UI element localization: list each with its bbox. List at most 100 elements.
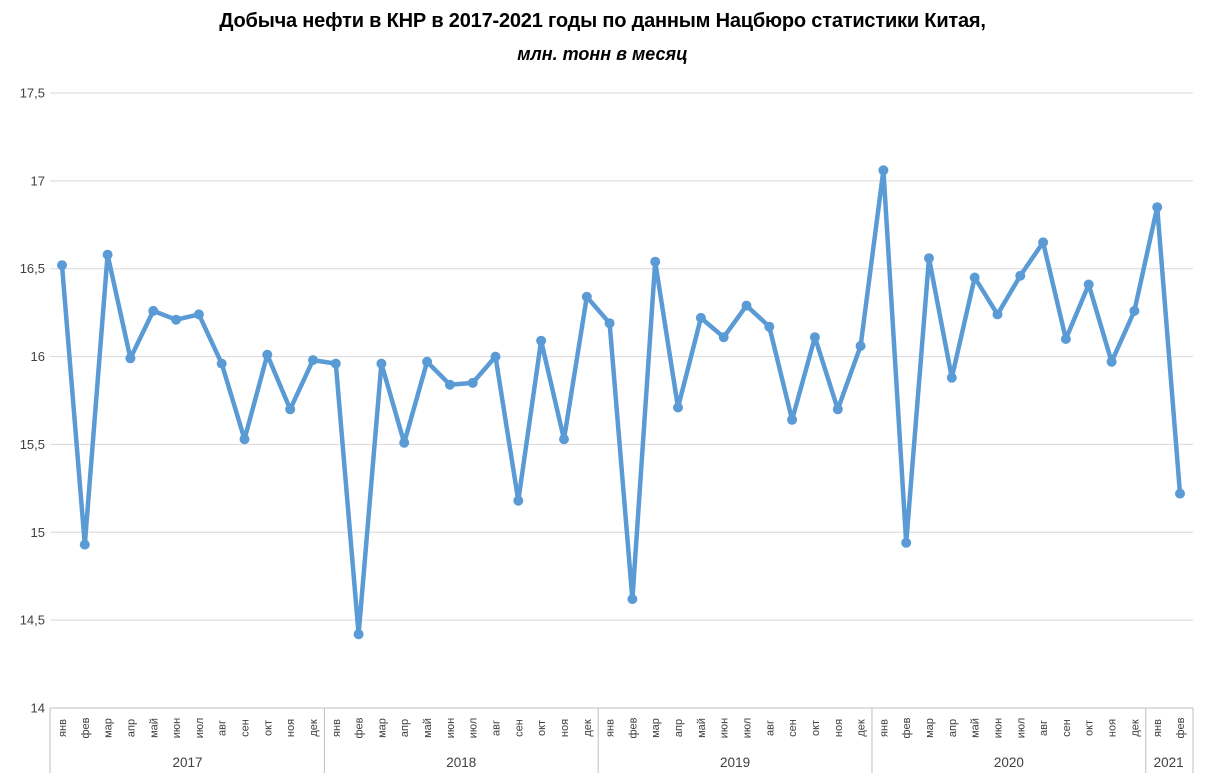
month-tick-label: фев bbox=[901, 717, 913, 738]
year-label: 2018 bbox=[446, 755, 476, 770]
month-tick-label: ноя bbox=[559, 719, 571, 737]
month-tick-label: апр bbox=[399, 719, 411, 737]
series-line bbox=[59, 168, 1183, 637]
month-tick-label: апр bbox=[125, 719, 137, 737]
data-point-marker bbox=[581, 291, 592, 302]
month-tick-label: июн bbox=[171, 718, 183, 738]
data-point-marker bbox=[216, 358, 227, 369]
month-tick-label: авг bbox=[1038, 720, 1050, 736]
data-point-marker bbox=[79, 539, 90, 550]
month-tick-label: ноя bbox=[285, 719, 297, 737]
month-tick-label: июн bbox=[992, 718, 1004, 738]
data-point-marker bbox=[239, 434, 250, 445]
data-point-marker bbox=[490, 351, 501, 362]
data-point-marker bbox=[809, 332, 820, 343]
month-tick-label: апр bbox=[673, 719, 685, 737]
data-point-marker bbox=[992, 309, 1003, 320]
year-label: 2020 bbox=[994, 755, 1024, 770]
data-point-marker bbox=[673, 402, 683, 413]
data-point-marker bbox=[741, 300, 752, 311]
month-tick-label: авг bbox=[764, 720, 776, 736]
month-tick-label: мар bbox=[376, 718, 388, 738]
chart-subtitle: млн. тонн в месяц bbox=[517, 44, 688, 64]
data-point-marker bbox=[1015, 270, 1026, 281]
data-point-marker bbox=[513, 495, 524, 506]
month-tick-label: июл bbox=[741, 718, 753, 739]
month-tick-label: июл bbox=[194, 718, 206, 739]
month-tick-label: сен bbox=[240, 719, 252, 737]
data-point-marker bbox=[1152, 202, 1163, 213]
data-point-marker bbox=[627, 594, 638, 605]
month-tick-label: янв bbox=[605, 719, 617, 737]
data-point-marker bbox=[650, 256, 661, 267]
month-tick-label: апр bbox=[947, 719, 959, 737]
month-tick-label: май bbox=[422, 718, 434, 738]
chart-title: Добыча нефти в КНР в 2017-2021 годы по д… bbox=[219, 10, 986, 32]
month-tick-label: янв bbox=[1152, 719, 1164, 737]
month-tick-label: окт bbox=[262, 720, 274, 736]
data-point-marker bbox=[262, 349, 273, 360]
month-tick-label: дек bbox=[1129, 719, 1141, 737]
month-tick-label: дек bbox=[308, 719, 320, 737]
month-tick-label: окт bbox=[1084, 720, 1096, 736]
data-point-marker bbox=[924, 253, 934, 264]
month-tick-label: мар bbox=[650, 718, 662, 738]
data-point-marker bbox=[855, 341, 866, 351]
data-point-marker bbox=[718, 332, 729, 343]
month-tick-label: мар bbox=[924, 718, 936, 738]
data-point-marker bbox=[125, 353, 136, 364]
data-point-marker bbox=[787, 414, 798, 425]
data-point-marker bbox=[102, 249, 113, 260]
data-point-marker bbox=[57, 260, 67, 271]
data-point-marker bbox=[376, 358, 387, 369]
year-label: 2017 bbox=[172, 755, 202, 770]
data-point-marker bbox=[171, 314, 182, 325]
month-tick-label: янв bbox=[878, 719, 890, 737]
data-point-marker bbox=[969, 272, 980, 283]
data-point-marker bbox=[878, 165, 889, 176]
y-tick-label: 16,5 bbox=[20, 261, 45, 276]
month-tick-label: фев bbox=[354, 717, 366, 738]
data-point-marker bbox=[467, 377, 478, 388]
data-point-marker bbox=[193, 309, 204, 320]
data-point-marker bbox=[764, 321, 775, 332]
month-tick-label: дек bbox=[582, 719, 594, 737]
month-tick-label: май bbox=[696, 718, 708, 738]
data-point-marker bbox=[1175, 488, 1185, 499]
month-tick-label: фев bbox=[627, 717, 639, 738]
data-point-marker bbox=[536, 335, 547, 346]
month-tick-label: мар bbox=[103, 718, 115, 738]
data-point-marker bbox=[1129, 305, 1140, 316]
y-tick-label: 14 bbox=[31, 701, 45, 716]
month-tick-label: фев bbox=[1175, 717, 1187, 738]
month-tick-label: окт bbox=[810, 720, 822, 736]
data-point-marker bbox=[1083, 279, 1094, 290]
month-tick-label: июл bbox=[1015, 718, 1027, 739]
month-tick-label: дек bbox=[856, 719, 868, 737]
month-tick-label: фев bbox=[80, 717, 92, 738]
data-point-marker bbox=[444, 379, 455, 390]
month-tick-label: ноя bbox=[1107, 719, 1119, 737]
data-point-marker bbox=[330, 358, 341, 369]
month-tick-label: ноя bbox=[833, 719, 845, 737]
data-point-marker bbox=[559, 434, 569, 445]
data-point-marker bbox=[832, 404, 843, 415]
month-tick-label: авг bbox=[491, 720, 503, 736]
data-point-marker bbox=[422, 356, 433, 367]
data-point-marker bbox=[1106, 356, 1117, 367]
year-label: 2021 bbox=[1154, 755, 1184, 770]
data-point-marker bbox=[901, 537, 912, 548]
month-tick-label: авг bbox=[217, 720, 229, 736]
data-point-marker bbox=[353, 629, 364, 640]
data-point-marker bbox=[604, 318, 615, 329]
month-tick-label: май bbox=[148, 718, 160, 738]
data-point-marker bbox=[308, 355, 318, 366]
data-point-marker bbox=[399, 437, 410, 448]
year-label: 2019 bbox=[720, 755, 750, 770]
data-point-marker bbox=[946, 372, 957, 383]
month-tick-label: сен bbox=[1061, 719, 1073, 737]
month-tick-label: июл bbox=[468, 718, 480, 739]
y-tick-label: 14,5 bbox=[20, 613, 45, 628]
